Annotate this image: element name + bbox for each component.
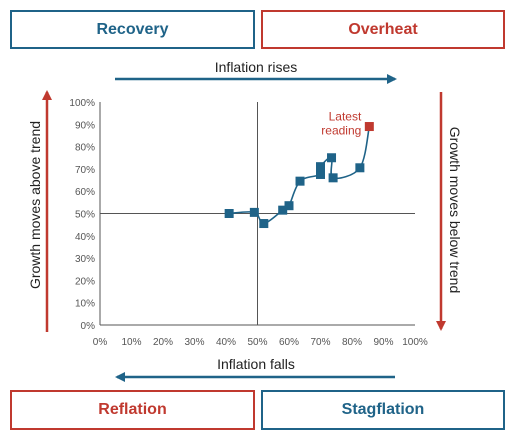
x-tick-label: 0% (93, 337, 108, 348)
x-tick-label: 50% (247, 337, 267, 348)
y-tick-label: 70% (75, 165, 95, 176)
data-point (355, 163, 365, 173)
data-point (327, 153, 337, 163)
inflation-rises-label: Inflation rises (215, 59, 297, 75)
data-point (316, 162, 325, 172)
y-tick-labels: 0% 10% 20% 30% 40% 50% 60% 70% 80% 90% 100% (69, 98, 95, 332)
data-point (249, 207, 259, 217)
data-points (224, 122, 374, 229)
x-tick-label: 40% (216, 337, 236, 348)
y-tick-label: 60% (75, 187, 95, 198)
x-tick-label: 80% (342, 337, 362, 348)
data-point (259, 219, 269, 229)
x-tick-label: 60% (279, 337, 299, 348)
quadrant-overheat: Overheat (261, 10, 505, 49)
quadrant-stagflation: Stagflation (261, 390, 505, 430)
x-tick-label: 10% (121, 337, 141, 348)
y-tick-label: 100% (69, 98, 95, 109)
latest-reading-label-line2: reading (321, 124, 361, 138)
data-point (328, 173, 338, 183)
y-tick-label: 80% (75, 143, 95, 154)
quadrant-recovery: Recovery (10, 10, 255, 49)
data-point (224, 209, 234, 218)
latest-reading-label-line1: Latest (329, 110, 362, 124)
x-tick-label: 70% (310, 337, 330, 348)
data-point (284, 201, 294, 211)
quadrant-reflation: Reflation (10, 390, 255, 430)
x-tick-label: 90% (373, 337, 393, 348)
data-point (295, 176, 305, 186)
plot-area: 0% 10% 20% 30% 40% 50% 60% 70% 80% 90% 100% 0% 10% 2… (69, 98, 427, 348)
y-tick-label: 30% (75, 254, 95, 265)
x-tick-label: 100% (402, 337, 428, 348)
y-tick-label: 0% (81, 321, 96, 332)
data-point (316, 169, 325, 179)
y-tick-label: 20% (75, 276, 95, 287)
y-tick-label: 40% (75, 232, 95, 243)
y-tick-label: 90% (75, 120, 95, 131)
x-tick-label: 30% (184, 337, 204, 348)
x-tick-label: 20% (153, 337, 173, 348)
y-tick-label: 50% (75, 210, 95, 221)
y-tick-label: 10% (75, 299, 95, 310)
x-tick-labels: 0% 10% 20% 30% 40% 50% 60% 70% 80% 90% 100% (93, 337, 428, 348)
inflation-falls-label: Inflation falls (217, 356, 295, 372)
growth-below-trend-label: Growth moves below trend (447, 127, 463, 294)
latest-reading-point (364, 122, 374, 132)
growth-above-trend-label: Growth moves above trend (27, 121, 43, 289)
data-point (278, 205, 288, 215)
